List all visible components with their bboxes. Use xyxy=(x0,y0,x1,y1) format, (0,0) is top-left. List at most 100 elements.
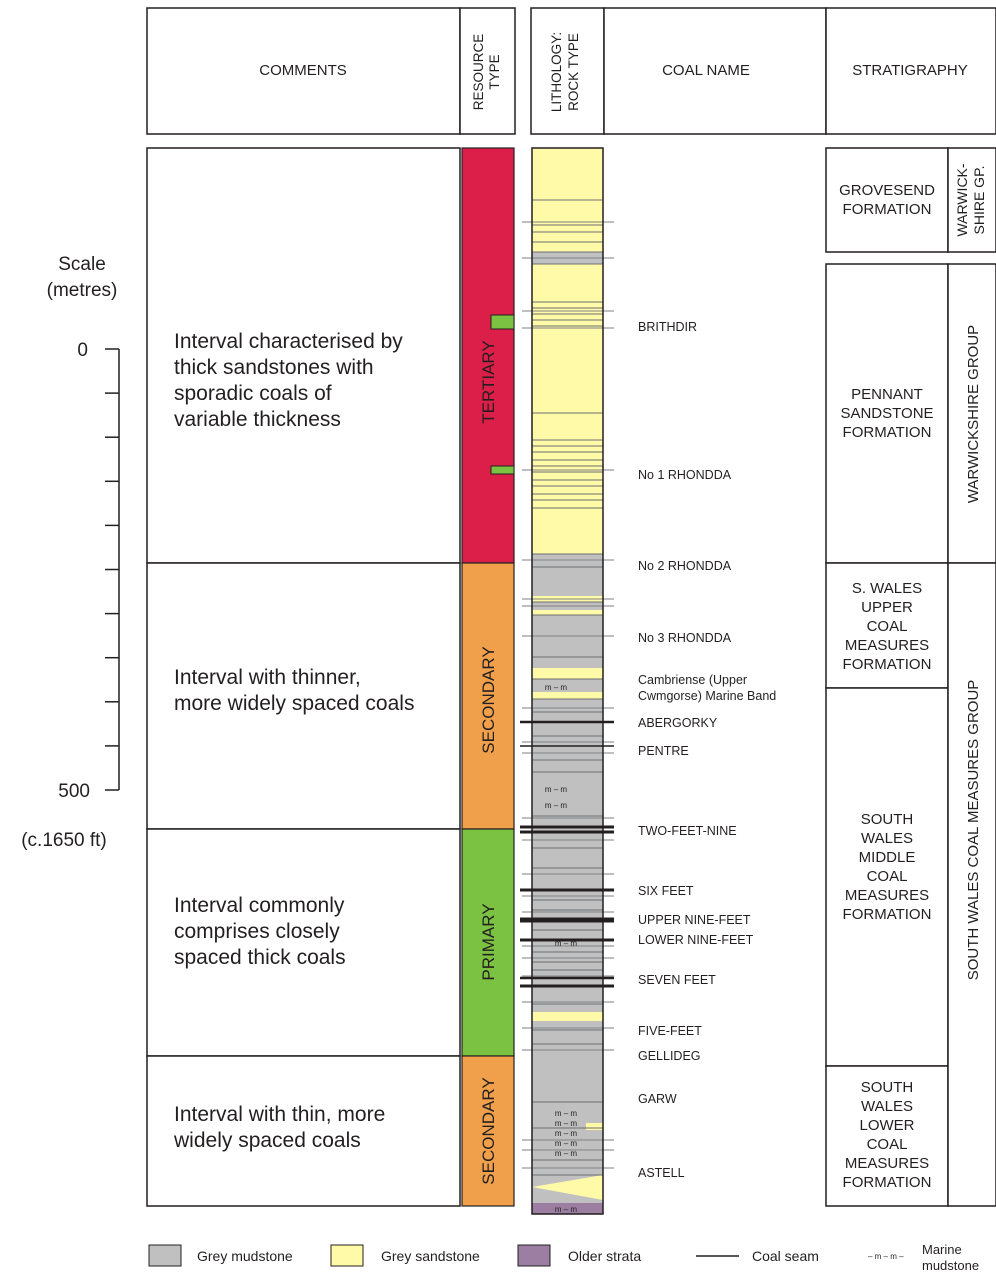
comment-1-line-1: Interval characterised by xyxy=(174,330,403,353)
scale-footnote: (c.1650 ft) xyxy=(21,830,107,851)
formation-cell-lower-coal xyxy=(825,1065,949,1207)
group-warwickshire: WARWICKSHIRE GROUP xyxy=(965,325,982,503)
coal-name-astell: ASTELL xyxy=(638,1166,685,1180)
marine-band-symbol: m – m xyxy=(555,1119,578,1128)
formation-middle-coal-line4: COAL xyxy=(867,868,908,885)
formation-lower-coal-line5: MEASURES xyxy=(845,1155,929,1172)
coal-marker-rhondda xyxy=(490,465,515,475)
legend-label-marine-line1: Marine xyxy=(922,1242,962,1257)
lithology-column-outline xyxy=(531,147,604,1215)
stratigraphy-column: GROVESEND FORMATION PENNANT SANDSTONE FO… xyxy=(825,147,996,1207)
resource-band-secondary-upper xyxy=(461,562,515,830)
group-south-wales-coal-measures: SOUTH WALES COAL MEASURES GROUP xyxy=(965,680,982,981)
resource-type-column: TERTIARY SECONDARY PRIMARY SECONDARY xyxy=(461,147,515,1207)
group-warwickshire-gp-line1: WARWICK- xyxy=(954,163,970,236)
formation-lower-coal-line1: SOUTH xyxy=(861,1079,914,1096)
formation-lower-coal-line3: LOWER xyxy=(859,1117,914,1134)
comment-cell-4 xyxy=(146,1055,461,1207)
header-lithology-line1: LITHOLOGY: xyxy=(549,32,564,112)
formation-grovesend-line2: FORMATION xyxy=(843,201,932,218)
coal-name-no3-rhondda: No 3 RHONDDA xyxy=(638,631,732,645)
comment-1-line-3: sporadic coals of xyxy=(174,382,332,405)
resource-band-tertiary xyxy=(461,147,515,564)
legend-label-grey-mudstone: Grey mudstone xyxy=(197,1248,293,1264)
formation-pennant-line2: SANDSTONE xyxy=(840,405,933,422)
group-cell-south-wales-coal xyxy=(947,562,996,1207)
lithology-column: m – m m – m m – m m – m m – m m – m m – … xyxy=(520,147,614,1215)
legend-swatch-older-strata xyxy=(517,1244,551,1267)
resource-label-primary: PRIMARY xyxy=(479,903,498,980)
comment-3-line-2: comprises closely xyxy=(174,920,340,943)
coal-name-gellideg: GELLIDEG xyxy=(638,1049,701,1063)
lithology-bed-boundaries xyxy=(532,199,603,1176)
coal-name-garw: GARW xyxy=(638,1092,677,1106)
header-resource-cell xyxy=(459,7,516,135)
sandstone-wedge xyxy=(532,1175,603,1200)
coal-name-upper-nine-feet: UPPER NINE-FEET xyxy=(638,913,751,927)
header-resource-type-line1: RESOURCE xyxy=(471,34,486,111)
sandstone-bed xyxy=(532,692,603,699)
marine-band-symbol: m – m xyxy=(545,785,568,794)
comment-1-line-2: thick sandstones with xyxy=(174,356,374,379)
formation-lower-coal-line6: FORMATION xyxy=(843,1174,932,1191)
comment-2-line-2: more widely spaced coals xyxy=(174,692,414,715)
coal-name-no2-rhondda: No 2 RHONDDA xyxy=(638,559,732,573)
lithology-older-strata xyxy=(532,1203,603,1214)
scale-title-line1: Scale xyxy=(58,254,106,275)
header-coal-name-cell xyxy=(603,7,827,135)
coal-name-five-feet: FIVE-FEET xyxy=(638,1024,702,1038)
marine-band-symbol: m – m xyxy=(555,1129,578,1138)
legend-label-older-strata: Older strata xyxy=(568,1248,641,1264)
header-lithology-line2: ROCK TYPE xyxy=(566,33,581,111)
coal-name-brithdir: BRITHDIR xyxy=(638,320,697,334)
thick-coal-seams xyxy=(520,720,614,988)
legend: Grey mudstone Grey sandstone Older strat… xyxy=(148,1242,979,1273)
legend-swatch-marine-mudstone: – m – m – xyxy=(868,1252,904,1261)
header-lithology-cell xyxy=(530,7,605,135)
formation-middle-coal-line1: SOUTH xyxy=(861,811,914,828)
marine-band-symbol: m – m xyxy=(555,1139,578,1148)
comment-1-line-4: variable thickness xyxy=(174,408,341,431)
coal-name-cambriense-line2: Cwmgorse) Marine Band xyxy=(638,689,776,703)
comment-4-line-1: Interval with thin, more xyxy=(174,1103,385,1126)
header-resource-type-line2: TYPE xyxy=(487,54,502,89)
scale-zero-label: 0 xyxy=(77,340,88,361)
comment-3-line-1: Interval commonly xyxy=(174,894,345,917)
header-stratigraphy-cell xyxy=(825,7,996,135)
sandstone-bed xyxy=(532,1012,603,1021)
coal-name-six-feet: SIX FEET xyxy=(638,884,694,898)
marine-band-symbol: m – m xyxy=(545,801,568,810)
formation-lower-coal-line4: COAL xyxy=(867,1136,908,1153)
depth-scale: Scale (metres) 0 500 (c.1650 ft) xyxy=(21,254,120,851)
sandstone-bed xyxy=(532,264,603,554)
formation-upper-coal-line1: S. WALES xyxy=(852,580,922,597)
header-comments-cell xyxy=(146,7,461,135)
comment-cell-3 xyxy=(146,828,461,1057)
scale-ticks xyxy=(105,348,119,791)
coal-name-abergorky: ABERGORKY xyxy=(638,716,718,730)
formation-grovesend-line1: GROVESEND xyxy=(839,182,935,199)
formation-middle-coal-line6: FORMATION xyxy=(843,906,932,923)
comment-3-line-3: spaced thick coals xyxy=(174,946,346,969)
formation-middle-coal-line2: WALES xyxy=(861,830,913,847)
coal-name-cambriense-line1: Cambriense (Upper xyxy=(638,673,747,687)
resource-label-tertiary: TERTIARY xyxy=(479,340,498,423)
marine-band-symbol: m – m xyxy=(555,1205,578,1214)
resource-label-secondary-upper: SECONDARY xyxy=(479,646,498,753)
sandstone-bed xyxy=(532,668,603,679)
scale-max-label: 500 xyxy=(58,781,90,802)
legend-label-marine-line2: mudstone xyxy=(922,1258,979,1273)
resource-band-secondary-lower xyxy=(461,1055,515,1207)
sandstone-bed xyxy=(586,1123,603,1130)
resource-band-primary xyxy=(461,828,515,1057)
coal-name-column: BRITHDIR No 1 RHONDDA No 2 RHONDDA No 3 … xyxy=(638,320,776,1180)
header-stratigraphy: STRATIGRAPHY xyxy=(852,62,968,79)
marine-band-symbol: m – m xyxy=(555,939,578,948)
formation-lower-coal-line2: WALES xyxy=(861,1098,913,1115)
coal-name-no1-rhondda: No 1 RHONDDA xyxy=(638,468,732,482)
formation-labels: GROVESEND FORMATION PENNANT SANDSTONE FO… xyxy=(839,182,935,1191)
coal-name-lower-nine-feet: LOWER NINE-FEET xyxy=(638,933,754,947)
resource-label-secondary-lower: SECONDARY xyxy=(479,1077,498,1184)
formation-upper-coal-line3: COAL xyxy=(867,618,908,635)
